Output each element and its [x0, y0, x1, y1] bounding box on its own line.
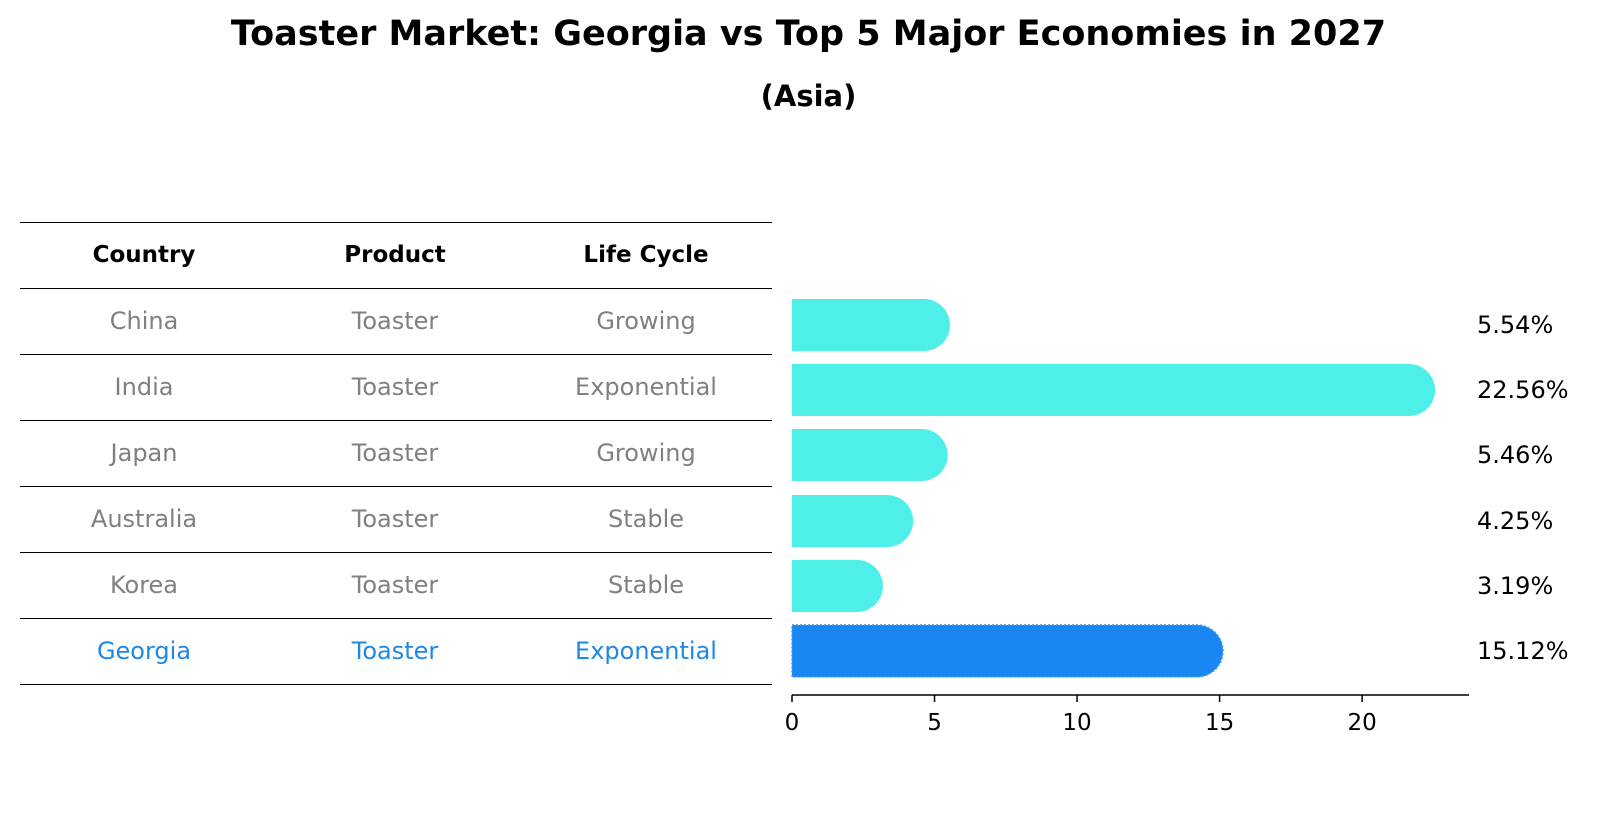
- table-rule: [20, 684, 772, 685]
- table-cell: Korea: [109, 571, 179, 599]
- table-cell: Toaster: [351, 439, 439, 467]
- table-cell: Exponential: [575, 637, 717, 665]
- chart-title: Toaster Market: Georgia vs Top 5 Major E…: [230, 14, 1387, 54]
- table-cell: Toaster: [351, 505, 439, 533]
- table-cell: Toaster: [351, 373, 439, 401]
- table-cell: Growing: [596, 439, 696, 467]
- x-tick-label: 5: [927, 710, 942, 736]
- bar-china: [792, 299, 950, 351]
- bar-india: [792, 364, 1436, 416]
- value-label: 22.56%: [1477, 376, 1569, 404]
- value-label: 5.54%: [1477, 311, 1553, 339]
- x-tick-label: 10: [1062, 710, 1091, 736]
- table-header-cell: Product: [344, 242, 446, 268]
- table-cell: Toaster: [351, 307, 439, 335]
- bar-japan: [792, 429, 948, 481]
- table-header-cell: Country: [92, 242, 196, 268]
- bar-georgia: [791, 624, 1224, 678]
- value-label: 3.19%: [1477, 572, 1553, 600]
- table-cell: India: [114, 373, 174, 401]
- table-rule: [20, 420, 772, 421]
- value-label: 4.25%: [1477, 507, 1553, 535]
- table-cell: Stable: [607, 505, 685, 533]
- bar-korea: [792, 560, 883, 612]
- table-header-cell: Life Cycle: [583, 242, 709, 268]
- table-cell: Australia: [90, 505, 198, 533]
- table-cell: Toaster: [351, 637, 439, 665]
- value-label: 5.46%: [1477, 441, 1553, 469]
- table-rule: [20, 552, 772, 553]
- table-rule: [20, 354, 772, 355]
- table-cell: Toaster: [351, 571, 439, 599]
- bar-australia: [792, 495, 914, 547]
- table-cell: Growing: [596, 307, 696, 335]
- table-rule: [20, 222, 772, 223]
- table-rule: [20, 618, 772, 619]
- table-rule: [20, 486, 772, 487]
- table-cell: Stable: [607, 571, 685, 599]
- x-tick-label: 0: [785, 710, 800, 736]
- table-cell: China: [109, 307, 179, 335]
- chart-subtitle: (Asia): [760, 79, 857, 113]
- table-rule: [20, 288, 772, 289]
- table-cell: Japan: [110, 439, 178, 467]
- x-tick-label: 20: [1347, 710, 1376, 736]
- table-cell: Exponential: [575, 373, 717, 401]
- table-cell: Georgia: [96, 637, 192, 665]
- x-tick-label: 15: [1205, 710, 1234, 736]
- value-label: 15.12%: [1477, 637, 1569, 665]
